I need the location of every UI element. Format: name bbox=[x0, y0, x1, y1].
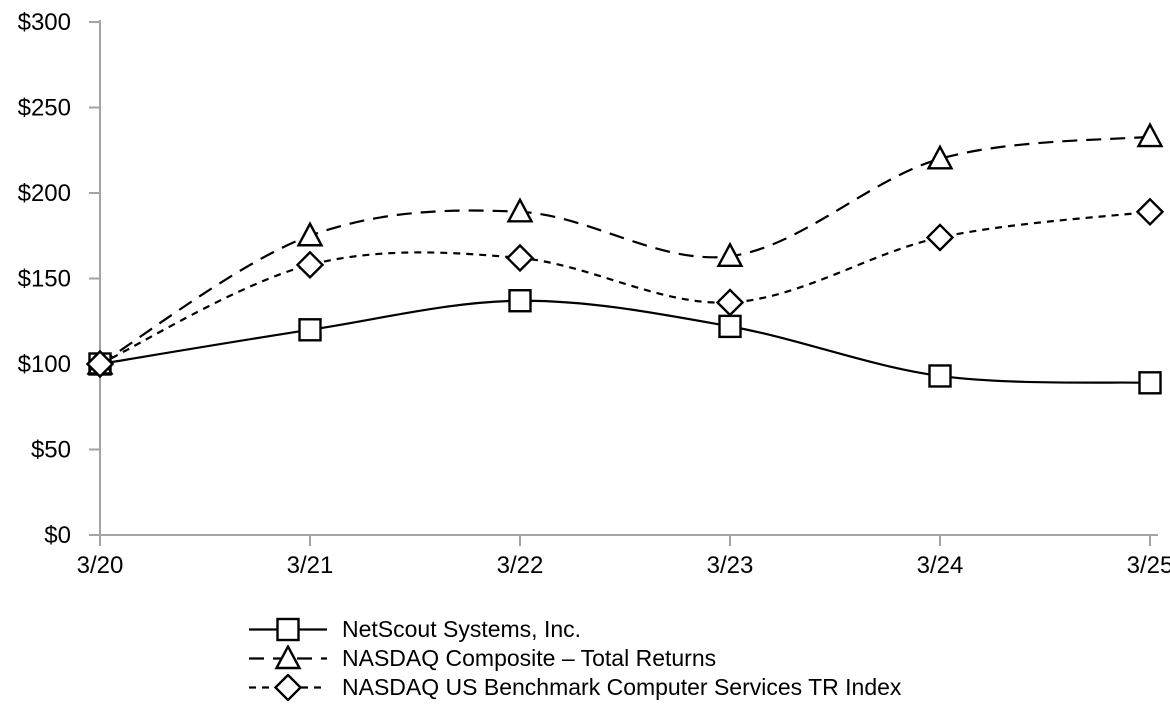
series-lines bbox=[99, 135, 1151, 384]
axes: $0 $50 $100 $150 $200 $250 $300 3/20 3/21 3/22 3/2… bbox=[18, 9, 1170, 579]
legend-swatch-triangle bbox=[249, 645, 327, 670]
triangle-marker-icon-series-1 bbox=[506, 197, 534, 223]
y-axis-label: $200 bbox=[18, 180, 71, 207]
y-axis-label: $250 bbox=[18, 95, 71, 122]
diamond-marker-icon-series-2 bbox=[925, 223, 955, 252]
square-marker-icon-series-0 bbox=[718, 314, 742, 339]
performance-line-chart: $0 $50 $100 $150 $200 $250 $300 3/20 3/21 3/22 3/2… bbox=[18, 9, 1170, 579]
x-axis-label: 3/23 bbox=[707, 552, 754, 579]
x-axis-label: 3/22 bbox=[497, 552, 544, 579]
square-marker-icon-legend-0 bbox=[276, 617, 300, 642]
x-axis-label: 3/21 bbox=[287, 552, 334, 579]
legend-item-series-1: NASDAQ Composite – Total Returns bbox=[248, 645, 901, 672]
series-line-series-2 bbox=[99, 210, 1151, 365]
triangle-marker-icon-series-1 bbox=[716, 241, 744, 267]
y-axis-label: $100 bbox=[18, 351, 71, 378]
y-axis-label: $50 bbox=[31, 437, 71, 464]
x-axis-label: 3/25 bbox=[1127, 552, 1170, 579]
chart-legend: NetScout Systems, Inc. NASDAQ Composite –… bbox=[248, 616, 901, 701]
legend-item-series-2: NASDAQ US Benchmark Computer Services TR… bbox=[248, 674, 901, 701]
legend-swatch-diamond bbox=[249, 674, 327, 701]
series-markers bbox=[85, 122, 1165, 395]
legend-label: NetScout Systems, Inc. bbox=[342, 616, 582, 642]
diamond-marker-icon-legend-2 bbox=[273, 674, 303, 701]
diamond-marker-icon-series-2 bbox=[1135, 197, 1165, 227]
y-axis-label: $300 bbox=[18, 9, 71, 36]
diamond-marker-icon-series-2 bbox=[295, 250, 325, 280]
square-marker-icon-series-0 bbox=[928, 364, 952, 388]
square-marker-icon-series-0 bbox=[508, 289, 532, 313]
series-line-series-0 bbox=[99, 299, 1151, 384]
triangle-marker-icon-series-1 bbox=[296, 221, 324, 247]
series-line-series-1 bbox=[99, 135, 1151, 365]
diamond-marker-icon-series-2 bbox=[715, 288, 745, 317]
legend-label: NASDAQ US Benchmark Computer Services TR… bbox=[342, 674, 902, 700]
legend-item-series-0: NetScout Systems, Inc. bbox=[248, 616, 901, 643]
y-axis-label: $0 bbox=[44, 522, 71, 549]
square-marker-icon-series-0 bbox=[298, 318, 322, 342]
square-marker-icon-series-0 bbox=[1138, 371, 1162, 395]
diamond-marker-icon-series-2 bbox=[85, 349, 115, 379]
triangle-marker-icon-legend-1 bbox=[274, 645, 302, 670]
x-axis-label: 3/20 bbox=[77, 552, 124, 579]
legend-label: NASDAQ Composite – Total Returns bbox=[342, 645, 717, 671]
legend-swatch-square bbox=[249, 617, 327, 642]
triangle-marker-icon-series-1 bbox=[926, 144, 954, 170]
diamond-marker-icon-series-2 bbox=[505, 243, 535, 273]
triangle-marker-icon-series-1 bbox=[1136, 122, 1164, 148]
x-axis-label: 3/24 bbox=[917, 552, 964, 579]
y-axis-label: $150 bbox=[18, 266, 71, 293]
